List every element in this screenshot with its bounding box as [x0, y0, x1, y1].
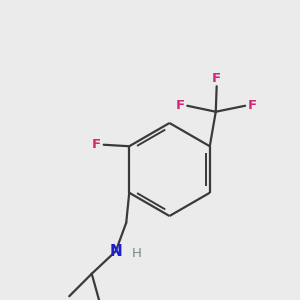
Text: F: F [248, 99, 257, 112]
Text: N: N [110, 244, 122, 259]
Text: H: H [132, 247, 142, 260]
Text: F: F [92, 138, 101, 151]
Text: F: F [176, 99, 185, 112]
Text: F: F [212, 72, 221, 85]
